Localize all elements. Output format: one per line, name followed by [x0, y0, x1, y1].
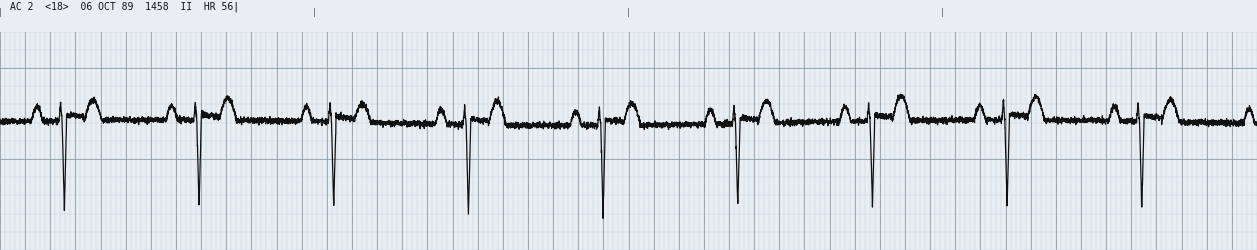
Text: |: | [312, 8, 317, 16]
Text: AC 2  <18>  06 OCT 89  1458  II  HR 56|: AC 2 <18> 06 OCT 89 1458 II HR 56| [10, 1, 239, 12]
Text: |: | [626, 8, 631, 16]
Text: |: | [940, 8, 945, 16]
Text: |: | [0, 8, 3, 16]
